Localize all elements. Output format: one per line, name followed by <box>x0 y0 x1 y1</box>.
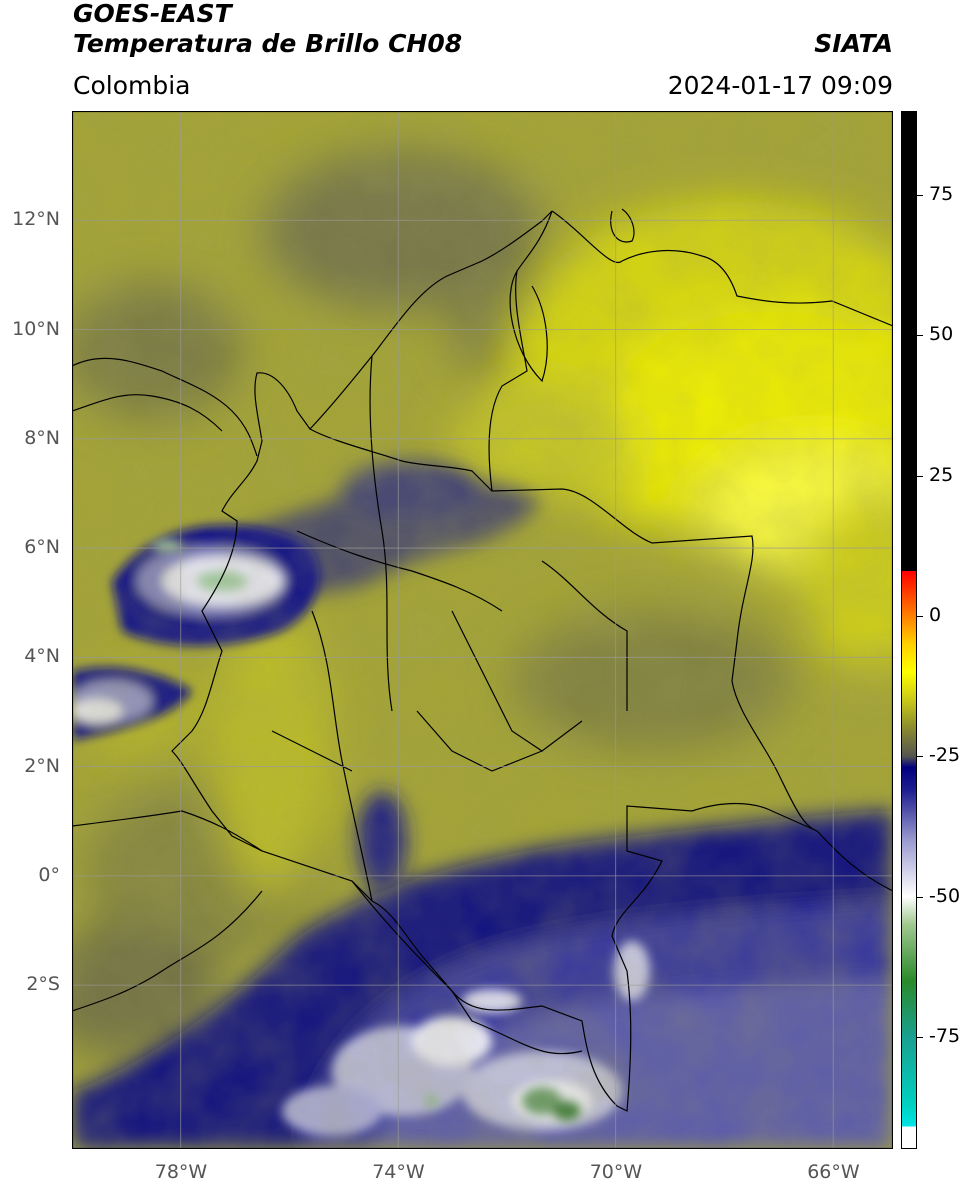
colorbar-tick-mark <box>917 195 923 197</box>
satellite-map <box>42 110 962 1150</box>
colorbar-tick-label: 75 <box>929 183 954 206</box>
colorbar-tick-label: 50 <box>929 323 954 346</box>
lat-tick-label: 2°N <box>24 754 60 777</box>
region-label: Colombia <box>73 71 191 100</box>
colorbar-tick-label: -75 <box>929 1024 961 1047</box>
colorbar-tick-mark <box>917 335 923 337</box>
colorbar-tick-mark <box>917 475 923 477</box>
lon-tick-label: 74°W <box>372 1161 425 1183</box>
title-line-1: GOES-EAST <box>73 0 232 28</box>
lat-tick-label: 2°S <box>26 973 60 996</box>
lon-tick-label: 70°W <box>589 1161 643 1183</box>
lat-tick-label: 4°N <box>24 645 60 668</box>
lat-tick-label: 10°N <box>12 317 60 340</box>
title-line-2: Temperatura de Brillo CH08 <box>73 29 463 58</box>
colorbar-tick-label: -50 <box>929 884 961 907</box>
colorbar-tick-label: 25 <box>929 463 954 486</box>
colorbar-tick-label: 0 <box>929 603 942 626</box>
colorbar-tick-mark <box>917 896 923 898</box>
lat-tick-label: 6°N <box>24 536 60 559</box>
map-canvas <box>42 110 962 1150</box>
colorbar-tick-mark <box>917 615 923 617</box>
lon-tick-label: 66°W <box>807 1161 860 1183</box>
org-label: SIATA <box>814 29 893 58</box>
boundaries <box>71 208 894 1112</box>
colorbar-canvas <box>901 111 917 1149</box>
colorbar-tick-mark <box>917 1036 923 1038</box>
gridlines <box>72 111 893 1149</box>
colorbar-tick-mark <box>917 756 923 758</box>
lat-tick-label: 12°N <box>12 208 60 231</box>
colorbar <box>901 111 917 1149</box>
lon-tick-label: 78°W <box>154 1161 208 1183</box>
colorbar-tick-label: -25 <box>929 744 961 767</box>
datetime-label: 2024-01-17 09:09 <box>667 71 893 100</box>
lat-tick-label: 0° <box>38 863 60 886</box>
lat-tick-label: 8°N <box>24 426 60 449</box>
texture <box>72 111 893 1149</box>
map-frame <box>71 110 894 1150</box>
